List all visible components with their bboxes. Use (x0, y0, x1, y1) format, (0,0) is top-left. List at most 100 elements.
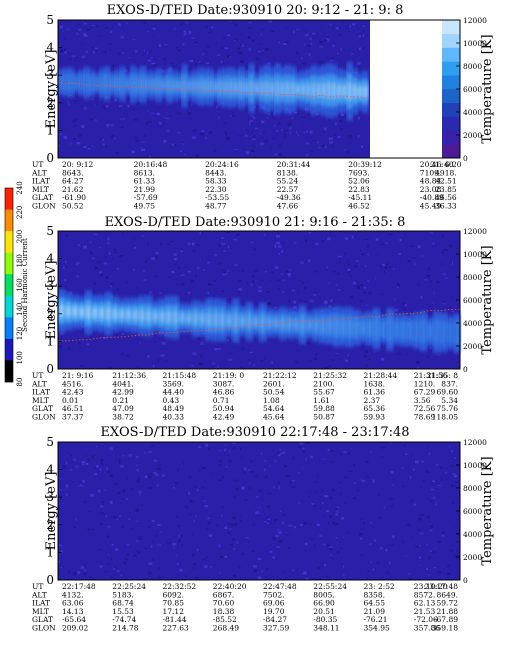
noise-speck (255, 58, 259, 60)
noise-speck (211, 116, 213, 118)
noise-speck (270, 145, 272, 149)
noise-speck (137, 537, 142, 540)
noise-speck (195, 514, 197, 518)
band-cell (292, 319, 300, 329)
noise-field (58, 442, 460, 581)
noise-speck (120, 465, 124, 468)
noise-speck (255, 511, 259, 515)
ephemeris-value: 8138. (277, 168, 298, 177)
band-cell (346, 82, 353, 100)
band-cell (145, 80, 152, 89)
noise-speck (427, 471, 431, 473)
colorbar-cell (5, 231, 13, 253)
noise-speck (381, 446, 385, 449)
noise-speck (248, 486, 251, 490)
noise-speck (191, 136, 196, 139)
noise-speck (408, 573, 411, 575)
noise-speck (128, 517, 131, 520)
noise-speck (136, 468, 139, 472)
noise-speck (420, 486, 423, 489)
temperature-trace (57, 308, 461, 342)
noise-speck (448, 352, 453, 355)
ephemeris-value: 4041. (112, 379, 133, 388)
noise-speck (254, 127, 258, 130)
noise-speck (135, 520, 139, 522)
ephemeris-value: 48.77 (205, 202, 227, 211)
noise-speck (83, 564, 86, 567)
noise-speck (409, 476, 412, 479)
ephemeris-value: 47.66 (277, 202, 299, 211)
noise-speck (319, 61, 322, 65)
ephemeris-row-label: ILAT (32, 388, 50, 397)
noise-speck (365, 364, 368, 368)
panel-2: EXOS-D/TED Date:930910 21: 9:16 - 21:35:… (31, 215, 495, 422)
noise-speck (241, 347, 245, 350)
noise-speck (179, 150, 182, 152)
noise-speck (139, 99, 142, 102)
noise-speck (337, 255, 342, 258)
noise-speck (358, 307, 362, 309)
noise-speck (429, 231, 433, 234)
ephemeris-value: 78.69 (414, 413, 436, 422)
noise-speck (271, 30, 274, 32)
noise-speck (304, 577, 309, 580)
noise-speck (234, 523, 238, 526)
noise-speck (106, 123, 109, 127)
noise-speck (157, 467, 161, 470)
noise-speck (179, 536, 181, 540)
noise-speck (148, 487, 152, 490)
noise-speck (218, 116, 220, 120)
noise-speck (406, 523, 411, 526)
noise-speck (167, 130, 170, 132)
noise-speck (244, 134, 248, 137)
noise-speck (252, 116, 256, 119)
band-cell (373, 323, 380, 335)
noise-speck (328, 365, 331, 368)
noise-speck (410, 535, 412, 538)
noise-speck (250, 283, 253, 287)
noise-speck (62, 465, 66, 468)
noise-speck (251, 275, 255, 278)
noise-speck (205, 528, 209, 530)
noise-speck (86, 29, 90, 31)
noise-speck (167, 541, 171, 545)
noise-speck (80, 565, 84, 569)
noise-speck (151, 112, 155, 114)
noise-speck (421, 255, 423, 257)
noise-speck (319, 45, 323, 48)
noise-speck (200, 354, 203, 358)
noise-speck (64, 50, 67, 54)
noise-speck (359, 65, 361, 68)
noise-speck (227, 450, 230, 452)
noise-speck (134, 136, 138, 139)
noise-speck (451, 313, 453, 317)
noise-speck (370, 451, 372, 453)
noise-speck (223, 270, 226, 274)
colorbar-cell (5, 295, 13, 318)
temperature-line (57, 308, 461, 342)
noise-speck (330, 57, 335, 60)
noise-speck (260, 359, 264, 362)
noise-speck (288, 300, 290, 303)
noise-speck (285, 41, 289, 45)
band-cell (279, 318, 287, 329)
ephemeris-value: 2100. (313, 379, 334, 388)
noise-speck (239, 520, 242, 522)
noise-speck (364, 355, 367, 357)
noise-speck (278, 531, 282, 534)
noise-speck (114, 482, 119, 486)
ephemeris-value: 2.37 (364, 396, 381, 405)
ephemeris-value: 1210. (414, 379, 435, 388)
noise-speck (410, 499, 414, 502)
noise-speck (340, 128, 343, 130)
noise-speck (391, 505, 394, 507)
noise-speck (273, 124, 276, 127)
noise-speck (318, 147, 321, 149)
noise-speck (343, 574, 345, 576)
noise-speck (362, 345, 364, 347)
y-right-tick-label: 2000 (463, 342, 482, 351)
band-cell (161, 81, 167, 90)
noise-speck (385, 549, 388, 552)
ephemeris-value: 64.55 (364, 599, 386, 608)
noise-speck (191, 242, 195, 246)
